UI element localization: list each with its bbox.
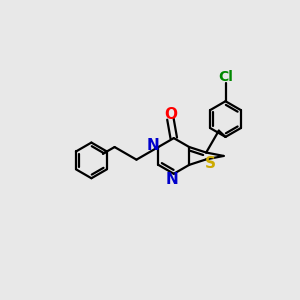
Text: N: N [147, 138, 159, 153]
Text: O: O [164, 107, 177, 122]
Text: N: N [166, 172, 179, 187]
Text: S: S [205, 156, 216, 171]
Text: Cl: Cl [218, 70, 233, 85]
